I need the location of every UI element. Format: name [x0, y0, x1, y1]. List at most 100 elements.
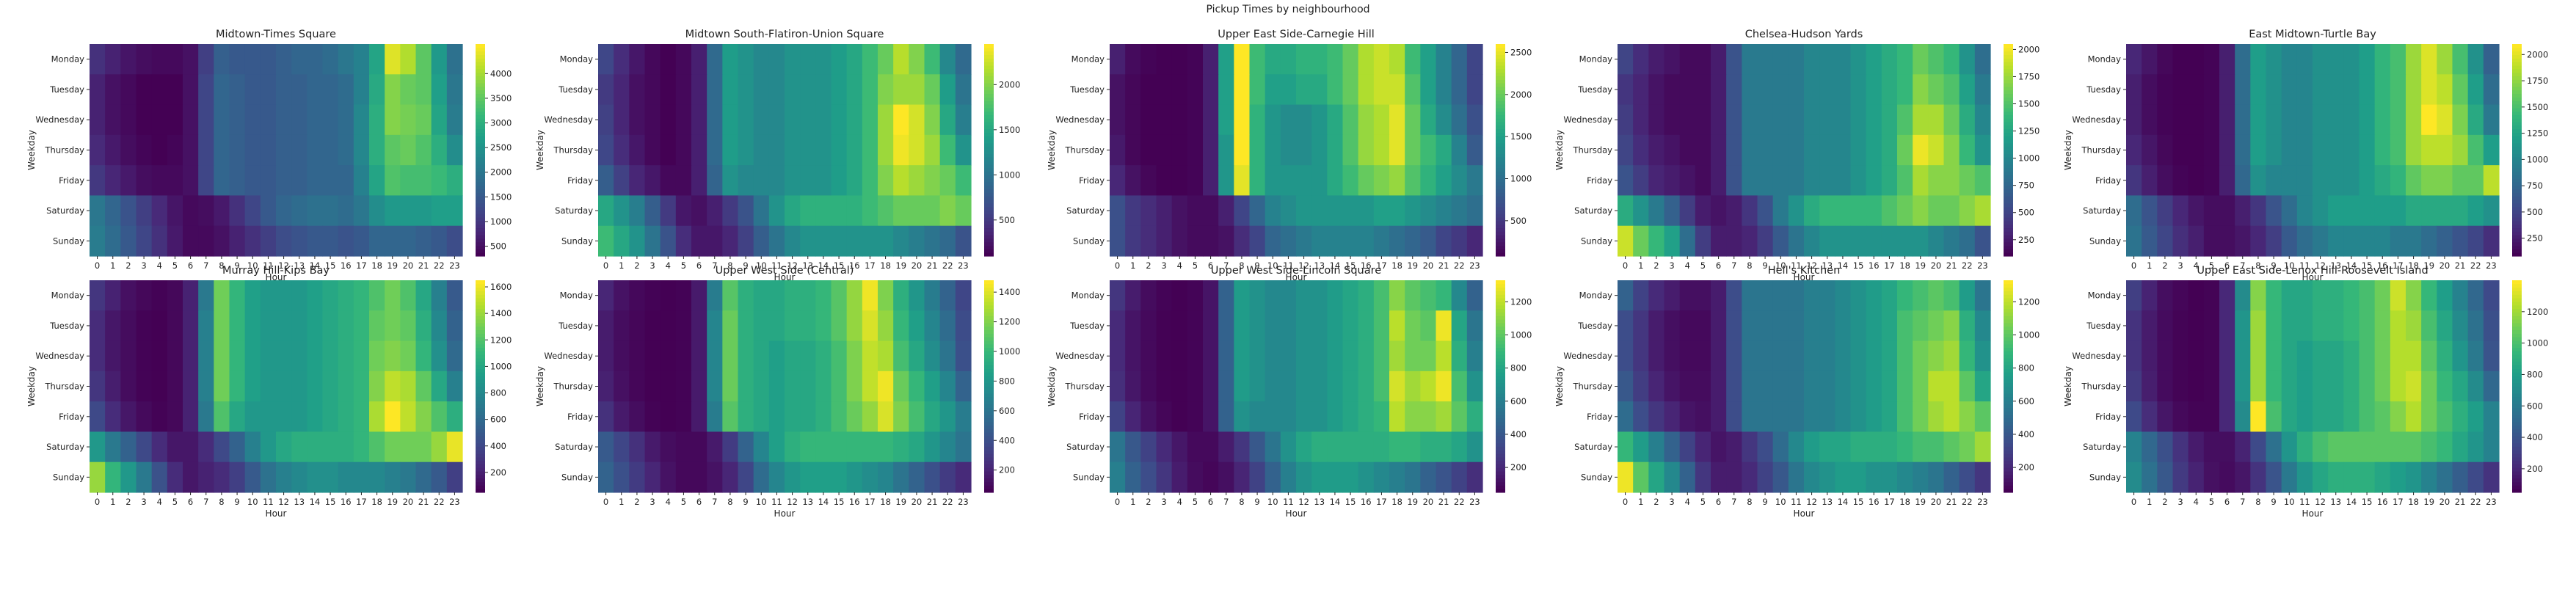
heatmap-cell: [1897, 310, 1913, 342]
heatmap-cell: [229, 195, 246, 227]
heatmap-cell: [722, 340, 739, 372]
heatmap-cell: [2452, 44, 2469, 75]
heatmap-cell: [1664, 461, 1681, 493]
heatmap-cell: [446, 134, 463, 166]
colorbar-tick-label: 600: [1510, 396, 1527, 406]
heatmap-cell: [322, 74, 339, 106]
heatmap-cell: [2467, 44, 2484, 75]
colorbar-segment: [2512, 51, 2522, 56]
heatmap-cell: [1648, 461, 1665, 493]
colorbar-segment: [2512, 189, 2522, 193]
colorbar-segment: [984, 86, 994, 91]
heatmap-cell: [276, 310, 292, 342]
heatmap-cell: [120, 340, 137, 372]
heatmap-cell: [214, 74, 230, 106]
heatmap-cell: [1664, 165, 1681, 197]
heatmap-cell: [353, 104, 370, 136]
x-tick-label: 4: [2194, 260, 2199, 271]
heatmap-cell: [2452, 165, 2469, 197]
colorbar-segment: [984, 181, 994, 186]
heatmap-cell: [1171, 195, 1188, 227]
heatmap-cell: [1788, 401, 1805, 433]
colorbar-segment: [2512, 111, 2522, 115]
x-tick-label: 6: [1208, 260, 1213, 271]
colorbar-segment: [1496, 164, 1505, 169]
heatmap-cell: [1788, 310, 1805, 342]
heatmap-cell: [2142, 401, 2158, 433]
heatmap-cell: [1125, 461, 1141, 493]
heatmap-cell: [90, 104, 106, 136]
heatmap-cell: [1110, 431, 1126, 463]
heatmap-cell: [400, 431, 417, 463]
heatmap-cell: [629, 44, 646, 75]
heatmap-cell: [183, 165, 199, 197]
colorbar-segment: [1496, 213, 1505, 218]
x-tick-label: 12: [1806, 497, 1817, 507]
colorbar-tick-label: 1200: [2018, 296, 2040, 307]
colorbar-segment: [1496, 439, 1505, 444]
colorbar-tick-label: 1600: [490, 282, 512, 292]
heatmap-cell: [2219, 461, 2235, 493]
colorbar-segment: [2004, 235, 2013, 239]
heatmap-cell: [2203, 225, 2220, 257]
heatmap-cell: [1125, 195, 1141, 227]
heatmap-cell: [1110, 44, 1126, 75]
colorbar-segment: [476, 245, 485, 249]
heatmap-cell: [1249, 461, 1266, 493]
heatmap-cell: [815, 195, 832, 227]
heatmap-cell: [1881, 280, 1898, 311]
colorbar-segment: [984, 333, 994, 337]
x-tick-label: 9: [234, 260, 239, 271]
colorbar-segment: [2512, 213, 2522, 218]
heatmap-cell: [939, 165, 956, 197]
heatmap-cell: [1679, 134, 1696, 166]
heatmap-cell: [1695, 44, 1711, 75]
heatmap-cell: [2374, 431, 2391, 463]
heatmap-cell: [1187, 104, 1204, 136]
y-tick-label: Sunday: [53, 236, 84, 246]
heatmap-cell: [2281, 310, 2298, 342]
heatmap-panel: Murray Hill-Kips BayMondayTuesdayWednesd…: [26, 265, 512, 519]
heatmap-cell: [1711, 195, 1727, 227]
colorbar-segment: [1496, 411, 1505, 415]
colorbar-segment: [1496, 301, 1505, 306]
heatmap-cell: [431, 461, 448, 493]
heatmap-cell: [1280, 165, 1297, 197]
heatmap-cell: [1618, 370, 1634, 402]
colorbar-segment: [2512, 417, 2522, 423]
colorbar-segment: [984, 202, 994, 208]
heatmap-cell: [707, 44, 723, 75]
heatmap-cell: [2313, 370, 2329, 402]
heatmap-cell: [1711, 461, 1727, 493]
x-tick-label: 20: [1423, 497, 1434, 507]
heatmap-cell: [691, 165, 707, 197]
heatmap-cell: [1633, 431, 1649, 463]
heatmap-cell: [2126, 431, 2142, 463]
heatmap-cell: [1311, 225, 1328, 257]
heatmap-cell: [1389, 401, 1405, 433]
heatmap-cell: [1772, 461, 1789, 493]
heatmap-cell: [707, 104, 723, 136]
colorbar-segment: [984, 318, 994, 324]
heatmap-cell: [400, 225, 417, 257]
heatmap-cell: [2421, 401, 2437, 433]
x-tick-label: 23: [449, 260, 460, 271]
colorbar-segment: [2512, 357, 2522, 362]
heatmap-cell: [2374, 310, 2391, 342]
heatmap-cell: [2126, 370, 2142, 402]
x-tick-label: 9: [2271, 497, 2276, 507]
heatmap-cell: [291, 401, 308, 433]
heatmap-cell: [431, 401, 448, 433]
colorbar-segment: [1496, 150, 1505, 154]
colorbar-segment: [2512, 446, 2522, 450]
colorbar-tick-label: 800: [1510, 363, 1527, 373]
colorbar-segment: [2512, 442, 2522, 447]
colorbar-segment: [2004, 249, 2013, 253]
heatmap-cell: [1835, 370, 1852, 402]
heatmap-cell: [893, 310, 909, 342]
heatmap-cell: [1265, 74, 1281, 106]
heatmap-cell: [1943, 370, 1960, 402]
heatmap-cell: [1928, 195, 1945, 227]
heatmap-cell: [2296, 195, 2313, 227]
heatmap-cell: [1358, 310, 1375, 342]
